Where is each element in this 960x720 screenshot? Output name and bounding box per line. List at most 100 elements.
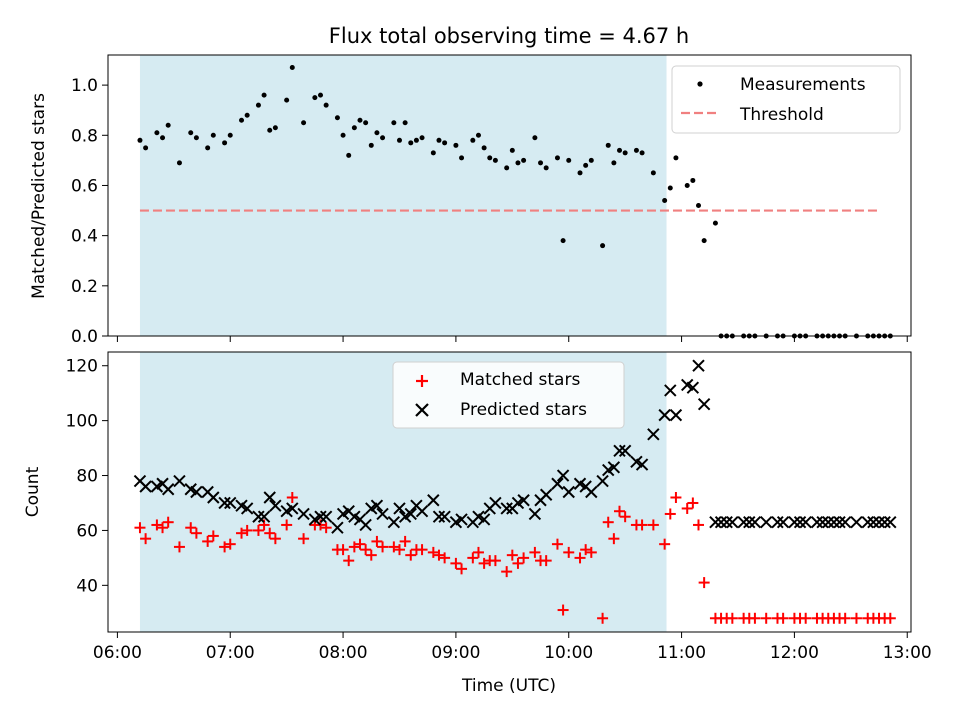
predicted-star-point xyxy=(793,515,807,529)
measurement-point xyxy=(340,132,346,138)
measurement-point xyxy=(154,130,160,136)
measurement-point xyxy=(346,152,352,158)
matched-star-point xyxy=(681,502,693,514)
predicted-star-point xyxy=(240,502,254,515)
predicted-star-point xyxy=(771,515,784,529)
measurement-point xyxy=(222,140,228,146)
matched-star-point xyxy=(506,549,518,561)
matched-star-point xyxy=(608,533,620,545)
predicted-star-point xyxy=(720,515,733,529)
predicted-star-point xyxy=(714,515,728,529)
matched-star-point xyxy=(614,505,626,517)
measurement-point xyxy=(374,130,380,136)
predicted-star-point xyxy=(585,485,598,499)
predicted-star-point xyxy=(726,515,739,529)
matched-star-point xyxy=(140,533,152,545)
matched-star-point xyxy=(173,541,185,553)
predicted-star-point xyxy=(867,515,880,529)
measurement-point xyxy=(481,145,487,151)
bottom-legend: Matched stars Predicted stars xyxy=(392,361,625,429)
predicted-star-point xyxy=(647,428,660,441)
measurement-point xyxy=(515,160,521,166)
top-y-ticks: 0.0 0.2 0.4 0.6 0.8 1.0 xyxy=(71,76,108,347)
predicted-star-point xyxy=(539,488,553,501)
predicted-star-point xyxy=(331,521,344,534)
measurement-point xyxy=(712,220,718,226)
matched-star-point xyxy=(134,522,146,534)
measurement-point xyxy=(380,135,386,141)
matched-star-point xyxy=(472,546,484,558)
measurement-point xyxy=(492,157,498,163)
measurement-point xyxy=(588,157,594,163)
bottom-y-axis-label: Count xyxy=(23,466,43,517)
matched-star-point xyxy=(839,612,851,624)
matched-star-point xyxy=(416,544,428,556)
predicted-star-point xyxy=(697,397,711,411)
predicted-star-point xyxy=(596,474,609,488)
measurement-point xyxy=(368,142,374,148)
matched-star-point xyxy=(393,544,405,556)
top-y-axis-label: Matched/Predicted stars xyxy=(29,93,49,299)
x-tick-label: 06:00 xyxy=(93,643,142,663)
matched-star-point xyxy=(241,524,253,536)
measurement-point xyxy=(521,157,527,163)
predicted-star-point xyxy=(556,469,570,482)
matched-star-point xyxy=(619,511,631,523)
measurement-point xyxy=(667,185,673,191)
bottom-y-tick-label: 40 xyxy=(76,576,98,596)
measurement-point xyxy=(312,95,318,101)
top-y-tick-label: 0.4 xyxy=(71,227,98,247)
matched-star-point xyxy=(298,533,310,545)
matched-star-point xyxy=(377,541,389,553)
matched-star-point xyxy=(236,527,248,539)
legend-predicted-marker xyxy=(415,403,429,417)
measurement-point xyxy=(650,170,656,176)
bottom-legend-box xyxy=(392,361,625,429)
measurement-point xyxy=(543,165,549,171)
predicted-star-point xyxy=(816,515,829,529)
predicted-star-point xyxy=(528,507,542,521)
predicted-star-point xyxy=(190,485,203,499)
legend-matched-label: Matched stars xyxy=(460,370,580,390)
measurement-point xyxy=(633,147,639,153)
top-legend-box xyxy=(671,65,901,134)
measurement-point xyxy=(413,137,419,143)
predicted-star-point xyxy=(427,494,440,507)
bottom-axes-frame xyxy=(107,351,912,633)
measurement-point xyxy=(261,92,267,98)
measurement-point xyxy=(334,115,340,121)
measurement-point xyxy=(351,125,357,131)
matched-star-point xyxy=(281,519,293,531)
top-panel: 0.0 0.2 0.4 0.6 0.8 1.0 Matched/Predicted sta… xyxy=(29,54,912,347)
predicted-star-point xyxy=(415,505,429,518)
predicted-star-point xyxy=(850,515,863,529)
predicted-star-point xyxy=(872,515,886,529)
measurement-point xyxy=(289,65,295,71)
predicted-star-point xyxy=(635,458,649,471)
measurement-point xyxy=(318,92,324,98)
predicted-star-point xyxy=(252,510,265,523)
predicted-star-point xyxy=(664,384,677,397)
x-tick-label: 10:00 xyxy=(544,643,593,663)
measurement-point xyxy=(504,165,510,171)
matched-star-point xyxy=(371,535,383,547)
predicted-star-point xyxy=(658,408,671,422)
predicted-star-point xyxy=(224,496,237,510)
measurement-point xyxy=(583,162,589,168)
matched-star-points xyxy=(134,491,896,624)
measurement-point xyxy=(255,102,261,108)
matched-star-point xyxy=(540,555,552,567)
matched-star-point xyxy=(884,612,896,624)
predicted-star-point xyxy=(884,515,897,529)
top-y-tick-label: 1.0 xyxy=(71,76,98,96)
legend-measurements-label: Measurements xyxy=(740,75,866,95)
matched-star-point xyxy=(574,552,586,564)
predicted-star-point xyxy=(370,499,384,512)
matched-star-point xyxy=(151,519,163,531)
matched-star-point xyxy=(529,546,541,558)
measurement-point xyxy=(272,125,278,131)
top-y-tick-label: 0.6 xyxy=(71,176,98,196)
legend-predicted-label: Predicted stars xyxy=(460,400,587,420)
matched-star-point xyxy=(320,522,332,534)
